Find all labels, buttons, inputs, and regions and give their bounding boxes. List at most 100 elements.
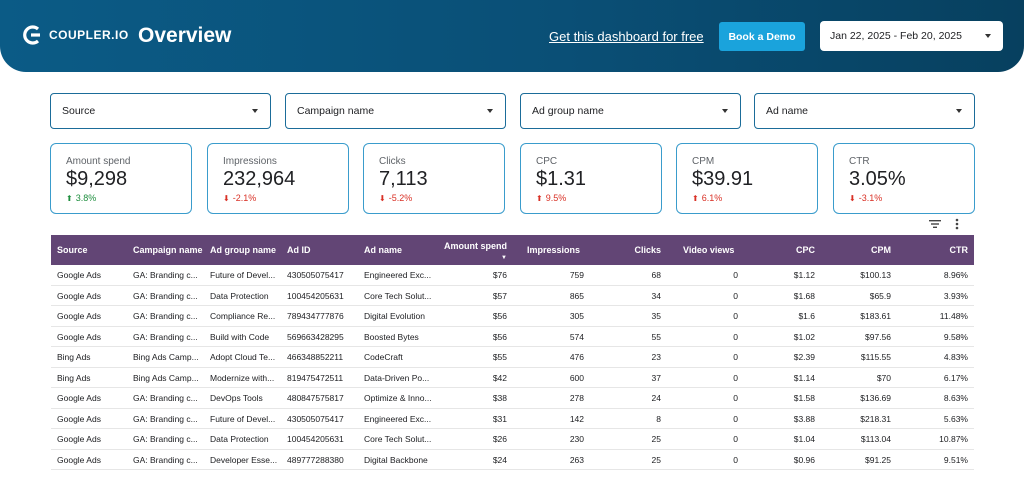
table-row[interactable]: Google Ads GA: Branding c... Developer Ess… bbox=[51, 450, 974, 470]
filter-icon[interactable] bbox=[928, 217, 942, 231]
cell-source: Google Ads bbox=[57, 454, 101, 465]
cell-campaign-name: GA: Branding c... bbox=[133, 290, 198, 301]
column-header-ctr[interactable]: CTR bbox=[949, 244, 969, 255]
column-header-ad-name[interactable]: Ad name bbox=[364, 244, 403, 255]
cell-ad-name: Engineered Exc... bbox=[364, 413, 432, 424]
column-header-campaign-name[interactable]: Campaign name bbox=[133, 244, 203, 255]
kpi-value: 7,113 bbox=[379, 168, 428, 190]
filter-source[interactable]: Source bbox=[50, 93, 271, 129]
kpi-label: CTR bbox=[849, 156, 870, 167]
filter-ad-name[interactable]: Ad name bbox=[754, 93, 975, 129]
cell-amount-spend: $56 bbox=[492, 311, 507, 322]
kpi-impressions: Impressions 232,964 ⬇ -2.1% bbox=[207, 143, 349, 214]
cell-ctr: 8.63% bbox=[943, 393, 968, 404]
cell-source: Google Ads bbox=[57, 434, 101, 445]
cell-cpm: $100.13 bbox=[860, 270, 891, 281]
table-row[interactable]: Google Ads GA: Branding c... DevOps Tools 4… bbox=[51, 388, 974, 409]
cell-amount-spend: $38 bbox=[492, 393, 507, 404]
column-header-amount-spend[interactable]: Amount spend ▼ bbox=[435, 235, 507, 265]
table-row[interactable]: Google Ads GA: Branding c... Build with Co… bbox=[51, 327, 974, 347]
kpi-delta: ⬇ -3.1% bbox=[849, 193, 974, 203]
cell-clicks: 25 bbox=[651, 434, 661, 445]
cell-impressions: 476 bbox=[569, 352, 584, 363]
column-header-source[interactable]: Source bbox=[57, 244, 88, 255]
book-demo-button[interactable]: Book a Demo bbox=[719, 22, 805, 51]
cell-ad-group-name: Data Protection bbox=[210, 434, 269, 445]
cell-ad-name: Digital Backbone bbox=[364, 454, 428, 465]
get-dashboard-link[interactable]: Get this dashboard for free bbox=[549, 29, 704, 44]
cell-ad-group-name: Future of Devel... bbox=[210, 413, 276, 424]
filter-label: Ad group name bbox=[532, 105, 604, 117]
cell-clicks: 68 bbox=[651, 270, 661, 281]
column-header-clicks[interactable]: Clicks bbox=[634, 244, 661, 255]
cell-ctr: 4.83% bbox=[943, 352, 968, 363]
cell-video-views: 0 bbox=[733, 270, 738, 281]
table-row[interactable]: Google Ads GA: Branding c... Data Protecti… bbox=[51, 286, 974, 306]
filter-ad-group-name[interactable]: Ad group name bbox=[520, 93, 741, 129]
cell-cpc: $1.68 bbox=[793, 290, 815, 301]
date-range-picker[interactable]: Jan 22, 2025 - Feb 20, 2025 bbox=[820, 21, 1003, 51]
cell-cpc: $3.88 bbox=[793, 413, 815, 424]
coupler-logo[interactable]: COUPLER.IO bbox=[22, 25, 129, 45]
kpi-delta-value: -2.1% bbox=[232, 193, 257, 203]
cell-campaign-name: Bing Ads Camp... bbox=[133, 352, 199, 363]
column-header-ad-group-name[interactable]: Ad group name bbox=[210, 244, 277, 255]
cell-ad-id: 480847575817 bbox=[287, 393, 344, 404]
table-row[interactable]: Google Ads GA: Branding c... Compliance Re… bbox=[51, 306, 974, 327]
column-header-impressions[interactable]: Impressions bbox=[527, 244, 581, 255]
column-header-cpm[interactable]: CPM bbox=[871, 244, 891, 255]
arrow-down-icon: ⬇ bbox=[379, 193, 386, 203]
cell-amount-spend: $55 bbox=[492, 352, 507, 363]
more-options-icon[interactable] bbox=[950, 217, 964, 231]
kpi-delta: ⬆ 3.8% bbox=[66, 193, 191, 203]
column-header-video-views[interactable]: Video views bbox=[683, 244, 735, 255]
column-header-ad-id[interactable]: Ad ID bbox=[287, 244, 311, 255]
filter-campaign-name[interactable]: Campaign name bbox=[285, 93, 506, 129]
kpi-amount-spend: Amount spend $9,298 ⬆ 3.8% bbox=[50, 143, 192, 214]
cell-clicks: 35 bbox=[651, 311, 661, 322]
cell-impressions: 142 bbox=[569, 413, 584, 424]
cell-source: Google Ads bbox=[57, 311, 101, 322]
cell-campaign-name: GA: Branding c... bbox=[133, 434, 198, 445]
column-header-cpc[interactable]: CPC bbox=[795, 244, 815, 255]
coupler-logo-icon bbox=[22, 25, 42, 45]
cell-ad-id: 430505075417 bbox=[287, 413, 344, 424]
kpi-value: $39.91 bbox=[692, 168, 754, 190]
kpi-delta: ⬆ 6.1% bbox=[692, 193, 817, 203]
cell-clicks: 37 bbox=[651, 372, 661, 383]
cell-cpc: $1.6 bbox=[798, 311, 815, 322]
cell-video-views: 0 bbox=[733, 331, 738, 342]
cell-ctr: 6.17% bbox=[943, 372, 968, 383]
cell-cpm: $183.61 bbox=[860, 311, 891, 322]
cell-cpc: $0.96 bbox=[793, 454, 815, 465]
cell-impressions: 230 bbox=[569, 434, 584, 445]
table-row[interactable]: Bing Ads Bing Ads Camp... Modernize with..… bbox=[51, 368, 974, 388]
kpi-label: Impressions bbox=[223, 156, 277, 167]
chevron-down-icon bbox=[956, 109, 962, 113]
cell-ad-name: Digital Evolution bbox=[364, 311, 425, 322]
table-row[interactable]: Google Ads GA: Branding c... Future of Dev… bbox=[51, 265, 974, 286]
filter-label: Source bbox=[62, 105, 96, 117]
table-row[interactable]: Bing Ads Bing Ads Camp... Adopt Cloud Te..… bbox=[51, 347, 974, 368]
cell-campaign-name: GA: Branding c... bbox=[133, 413, 198, 424]
cell-ad-name: Engineered Exc... bbox=[364, 270, 432, 281]
cell-video-views: 0 bbox=[733, 311, 738, 322]
cell-ad-id: 100454205631 bbox=[287, 434, 344, 445]
arrow-up-icon: ⬆ bbox=[536, 193, 543, 203]
arrow-up-icon: ⬆ bbox=[66, 193, 73, 203]
chevron-down-icon bbox=[722, 109, 728, 113]
cell-cpm: $115.55 bbox=[860, 352, 891, 363]
cell-cpm: $113.04 bbox=[860, 434, 891, 445]
filter-label: Ad name bbox=[766, 105, 809, 117]
kpi-clicks: Clicks 7,113 ⬇ -5.2% bbox=[363, 143, 505, 214]
table-row[interactable]: Google Ads GA: Branding c... Data Protecti… bbox=[51, 429, 974, 450]
cell-ad-id: 489777288380 bbox=[287, 454, 344, 465]
cell-ad-id: 789434777876 bbox=[287, 311, 344, 322]
cell-ad-id: 466348852211 bbox=[287, 352, 344, 363]
cell-ad-name: Core Tech Solut... bbox=[364, 434, 432, 445]
arrow-up-icon: ⬆ bbox=[692, 193, 699, 203]
cell-ad-id: 100454205631 bbox=[287, 290, 344, 301]
cell-ad-id: 430505075417 bbox=[287, 270, 344, 281]
kpi-label: CPM bbox=[692, 156, 715, 167]
table-row[interactable]: Google Ads GA: Branding c... Future of Dev… bbox=[51, 409, 974, 429]
